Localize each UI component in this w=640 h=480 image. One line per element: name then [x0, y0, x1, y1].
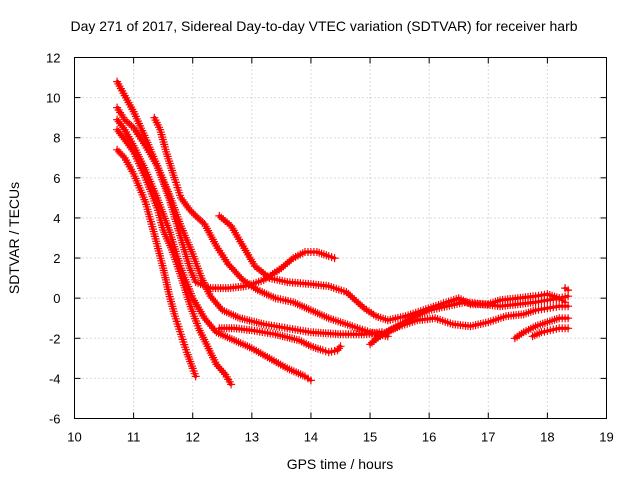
- series-track-4: [113, 125, 236, 389]
- series-markers: [113, 145, 200, 381]
- x-tick-label: 18: [540, 430, 554, 445]
- series-track-2: [113, 103, 386, 339]
- x-tick-label: 19: [599, 430, 613, 445]
- series-markers: [561, 284, 573, 295]
- y-tick-label: 10: [46, 91, 60, 106]
- chart-title: Day 271 of 2017, Sidereal Day-to-day VTE…: [70, 18, 577, 34]
- series-markers: [215, 324, 345, 357]
- series-track-6: [150, 113, 392, 341]
- series-track-3: [113, 115, 315, 385]
- y-tick-label: -6: [49, 412, 61, 427]
- series-track-7: [215, 211, 570, 325]
- ticks-layer: 10 11 12 13 14 15 16 17 18 19 -6 -4 -2 0 2 4 6 8 10 12: [46, 51, 614, 445]
- series-track-10: [372, 292, 573, 343]
- plot-frame: [74, 57, 607, 419]
- series-markers: [372, 292, 573, 343]
- x-tick-label: 14: [304, 430, 318, 445]
- series-markers: [150, 113, 392, 341]
- x-tick-label: 10: [67, 430, 81, 445]
- series-track-11: [510, 314, 573, 343]
- y-axis-label: SDTVAR / TECUs: [6, 182, 22, 294]
- series-markers: [510, 314, 573, 343]
- x-tick-label: 13: [245, 430, 259, 445]
- series-layer: [113, 77, 573, 389]
- series-line: [115, 105, 384, 336]
- series-track-13: [561, 284, 573, 295]
- series-track-5: [113, 145, 200, 381]
- x-tick-label: 17: [481, 430, 495, 445]
- series-markers: [113, 103, 386, 339]
- x-tick-label: 11: [127, 430, 141, 445]
- y-tick-label: -2: [49, 331, 61, 346]
- series-markers: [113, 115, 315, 385]
- x-tick-label: 16: [422, 430, 436, 445]
- y-tick-label: 2: [53, 251, 60, 266]
- y-tick-label: -4: [49, 371, 61, 386]
- series-track-8: [215, 324, 345, 357]
- x-tick-label: 15: [363, 430, 377, 445]
- y-tick-label: 0: [53, 291, 60, 306]
- y-tick-label: 4: [53, 211, 60, 226]
- x-tick-label: 12: [185, 430, 199, 445]
- series-markers: [215, 211, 570, 325]
- x-axis-label: GPS time / hours: [287, 456, 394, 472]
- series-markers: [113, 125, 236, 389]
- y-tick-label: 6: [53, 171, 60, 186]
- y-tick-label: 12: [46, 51, 60, 66]
- series-track-12: [528, 324, 573, 341]
- series-markers: [528, 324, 573, 341]
- series-line: [115, 118, 313, 382]
- y-tick-label: 8: [53, 131, 60, 146]
